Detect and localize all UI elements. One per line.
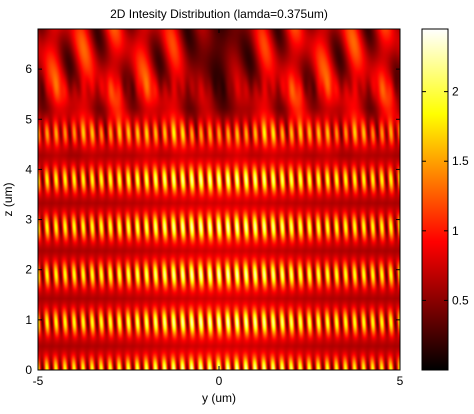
colorbar	[422, 29, 448, 370]
colorbar-tick-label: 1	[452, 224, 459, 238]
colorbar-tick-label: 0.5	[452, 293, 469, 307]
colorbar-tick-label: 1.5	[452, 154, 469, 168]
y-tick-label: 5	[25, 112, 32, 126]
y-axis-ticks: 0 1 2 3 4 5 6	[25, 62, 400, 377]
x-tick-label: 5	[397, 374, 404, 388]
colorbar-tick-label: 2	[452, 85, 459, 99]
x-axis-label: y (um)	[202, 391, 236, 405]
y-tick-label: 1	[25, 313, 32, 327]
y-tick-label: 4	[25, 162, 32, 176]
chart-title: 2D Intesity Distribution (lamda=0.375um)	[110, 7, 328, 21]
y-axis-label: z (um)	[1, 183, 15, 217]
colorbar-frame	[421, 28, 449, 371]
x-axis-ticks: -5 0 5	[33, 29, 404, 388]
x-tick-label: 0	[216, 374, 223, 388]
y-tick-label: 0	[25, 363, 32, 377]
y-tick-label: 3	[25, 213, 32, 227]
x-tick-label: -5	[33, 374, 44, 388]
intensity-heatmap	[38, 29, 400, 370]
colorbar-ticks: 0.5 1 1.5 2	[422, 85, 469, 307]
y-tick-label: 2	[25, 263, 32, 277]
y-tick-label: 6	[25, 62, 32, 76]
